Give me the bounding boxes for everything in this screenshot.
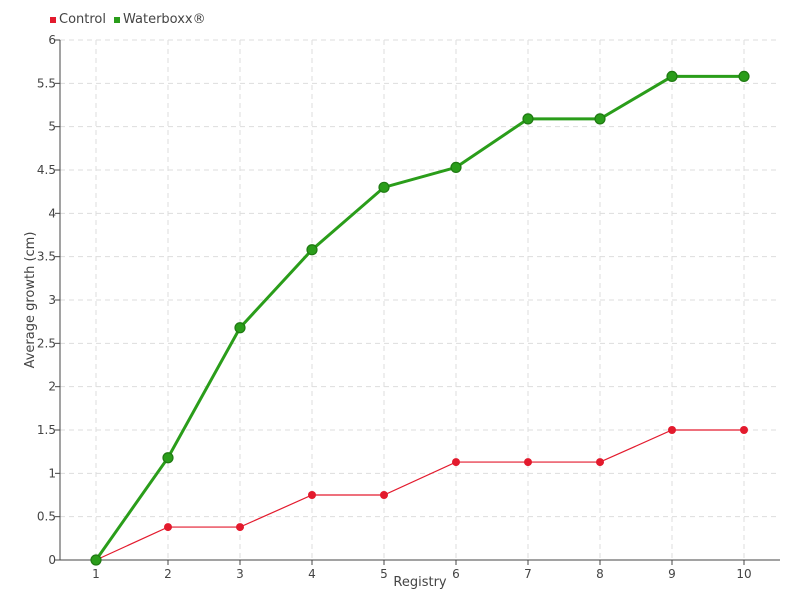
legend-item-waterboxx[interactable]: Waterboxx® bbox=[114, 12, 206, 27]
data-point-waterboxx bbox=[594, 113, 606, 125]
data-point-control bbox=[452, 458, 460, 467]
y-tick-label: 1 bbox=[48, 466, 56, 480]
x-tick-label: 3 bbox=[236, 567, 244, 581]
data-point-waterboxx bbox=[666, 70, 678, 83]
x-tick-label: 2 bbox=[164, 567, 172, 581]
y-tick-label: 3 bbox=[48, 293, 56, 307]
y-tick-label: 4 bbox=[48, 206, 56, 220]
x-tick-label: 9 bbox=[668, 567, 676, 581]
data-point-waterboxx bbox=[378, 181, 390, 193]
x-axis-label: Registry bbox=[393, 575, 447, 590]
y-tick-label: 1.5 bbox=[37, 423, 56, 437]
x-tick-label: 7 bbox=[524, 567, 532, 581]
data-point-waterboxx bbox=[522, 113, 534, 125]
data-point-waterboxx bbox=[90, 554, 102, 566]
x-tick-label: 1 bbox=[92, 567, 100, 581]
data-point-waterboxx bbox=[306, 244, 318, 256]
data-point-waterboxx bbox=[162, 452, 174, 464]
data-point-control bbox=[524, 458, 532, 467]
legend-swatch-control bbox=[50, 16, 56, 23]
data-point-control bbox=[236, 523, 244, 532]
y-tick-label: 5 bbox=[48, 120, 56, 134]
data-point-waterboxx bbox=[234, 322, 246, 334]
x-tick-label: 10 bbox=[736, 567, 751, 581]
legend-swatch-waterboxx bbox=[114, 16, 120, 23]
series-line-waterboxx bbox=[94, 74, 744, 561]
y-tick-label: 5.5 bbox=[37, 76, 56, 90]
series-group bbox=[90, 70, 750, 566]
y-tick-label: 6 bbox=[48, 33, 56, 47]
data-point-control bbox=[596, 458, 604, 467]
data-point-control bbox=[740, 426, 748, 434]
series-line-control bbox=[95, 429, 744, 561]
data-point-waterboxx bbox=[450, 161, 462, 173]
y-tick-label: 4.5 bbox=[37, 163, 56, 177]
legend-label-control: Control bbox=[59, 12, 106, 27]
y-tick-label: 0.5 bbox=[37, 510, 56, 524]
y-tick-label: 0 bbox=[48, 553, 56, 567]
data-point-control bbox=[164, 523, 172, 532]
x-tick-label: 5 bbox=[380, 567, 388, 581]
legend-label-waterboxx: Waterboxx® bbox=[123, 12, 206, 27]
axes: 0 0.5 1 1.5 2 2.5 3 3.5 4 4.5 5 5.5 6 1 2 3 4 5 6 7 8 9 10 bbox=[37, 33, 780, 581]
x-tick-label: 8 bbox=[596, 567, 604, 581]
x-tick-label: 6 bbox=[452, 567, 460, 581]
data-point-control bbox=[308, 491, 316, 499]
y-tick-label: 2.5 bbox=[37, 336, 56, 350]
grid bbox=[60, 39, 780, 560]
data-point-waterboxx bbox=[738, 70, 750, 83]
legend-item-control[interactable]: Control bbox=[50, 12, 106, 27]
data-point-control bbox=[668, 426, 676, 434]
y-tick-label: 3.5 bbox=[37, 250, 56, 264]
y-tick-label: 2 bbox=[48, 380, 56, 394]
legend: Control Waterboxx® bbox=[50, 12, 206, 27]
y-axis-label: Average growth (cm) bbox=[23, 232, 38, 369]
x-tick-label: 4 bbox=[308, 567, 316, 581]
data-point-control bbox=[380, 491, 388, 499]
